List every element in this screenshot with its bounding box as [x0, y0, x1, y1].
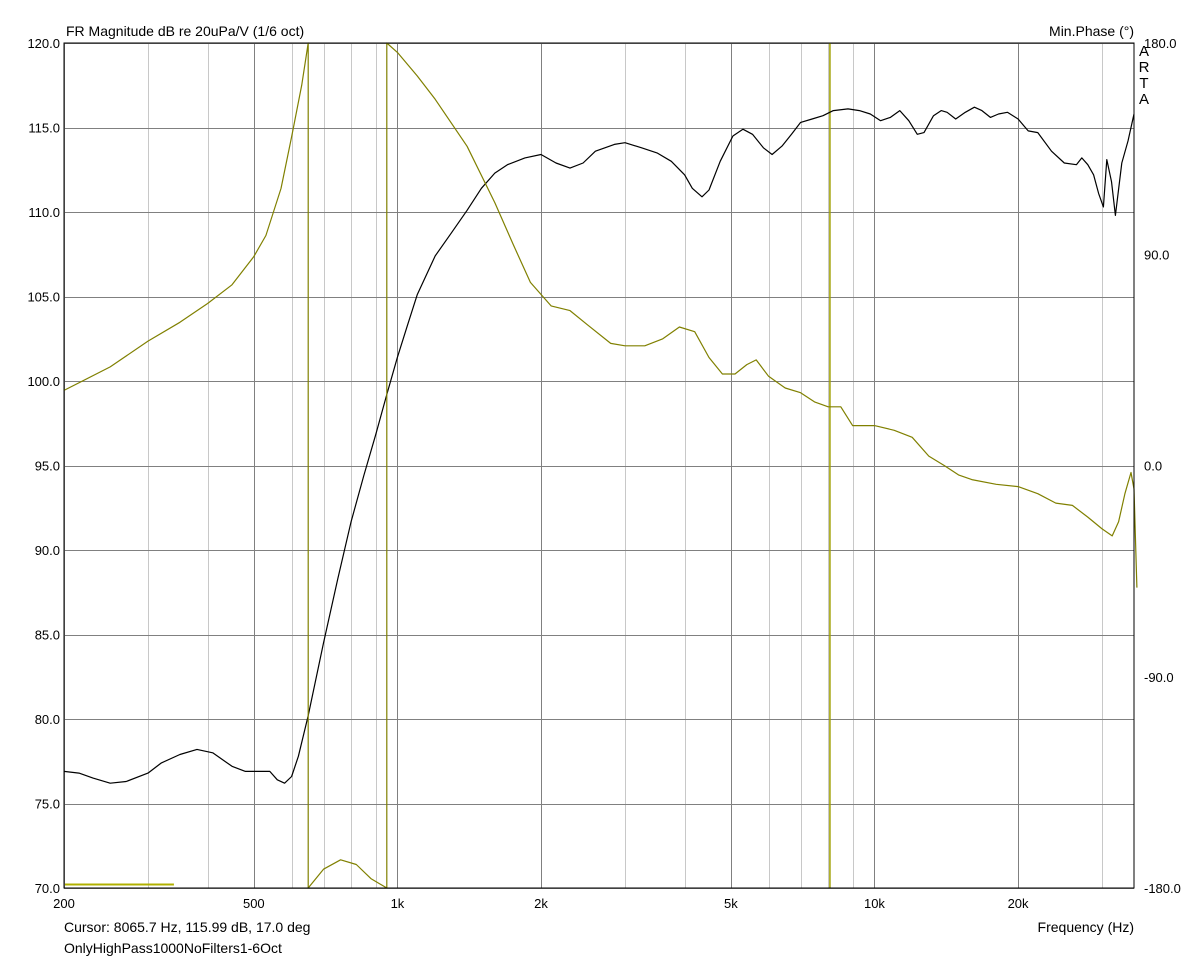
x-tick-label: 20k: [1008, 896, 1029, 911]
y2-tick-label: 90.0: [1144, 247, 1169, 262]
brand-letter-3: T: [1139, 75, 1148, 92]
x-axis-label: Frequency (Hz): [1038, 919, 1134, 935]
y-tick-label: 85.0: [35, 628, 60, 643]
phase-curve: [63, 42, 1138, 889]
y2-tick-label: 180.0: [1144, 36, 1177, 51]
y-tick-label: 70.0: [35, 881, 60, 896]
brand-letter-1: A: [1139, 43, 1149, 60]
y-tick-label: 95.0: [35, 459, 60, 474]
brand-letter-2: R: [1139, 59, 1150, 76]
x-tick-label: 500: [243, 896, 265, 911]
axis-labels: 200 500 1k 2k 5k 10k 20k 120.0 115.0 110.0 105.0 10…: [27, 36, 1180, 911]
y-tick-label: 110.0: [28, 205, 60, 220]
y2-tick-label: 0.0: [1144, 459, 1162, 474]
y-tick-label: 90.0: [35, 543, 60, 558]
right-axis-title: Min.Phase (°): [1049, 23, 1134, 39]
y2-tick-label: -180.0: [1144, 881, 1181, 896]
y-tick-label: 120.0: [27, 36, 60, 51]
series-layer: [63, 42, 1138, 889]
y2-tick-label: -90.0: [1144, 670, 1174, 685]
y-tick-label: 115.0: [28, 121, 60, 136]
y-tick-label: 105.0: [27, 290, 60, 305]
x-tick-label: 1k: [391, 896, 405, 911]
x-tick-label: 200: [53, 896, 75, 911]
y-tick-label: 75.0: [35, 797, 60, 812]
file-name-label: OnlyHighPass1000NoFilters1-6Oct: [64, 940, 282, 956]
y-tick-label: 80.0: [35, 712, 60, 727]
brand-letter-4: A: [1139, 91, 1149, 108]
x-tick-label: 10k: [864, 896, 885, 911]
plot-frame: [63, 42, 1135, 889]
y-tick-label: 100.0: [27, 374, 60, 389]
x-tick-label: 2k: [534, 896, 548, 911]
magnitude-curve: [63, 106, 1135, 784]
cursor-readout: Cursor: 8065.7 Hz, 115.99 dB, 17.0 deg: [64, 919, 310, 935]
x-tick-label: 5k: [724, 896, 738, 911]
chart-title: FR Magnitude dB re 20uPa/V (1/6 oct): [66, 23, 304, 39]
